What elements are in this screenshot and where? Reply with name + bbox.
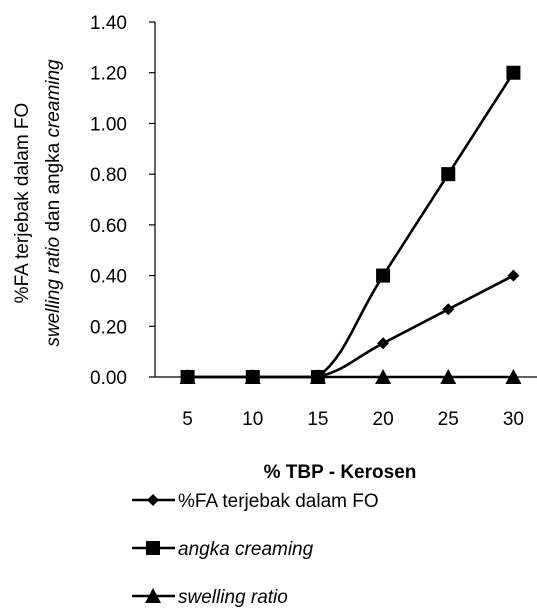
- data-point-diamond: [507, 269, 520, 282]
- legend-item: swelling ratio: [132, 587, 288, 608]
- data-point-diamond: [311, 371, 324, 383]
- data-point-square: [376, 268, 391, 283]
- data-point-diamond: [181, 371, 194, 383]
- data-point-triangle: [440, 369, 457, 384]
- x-tick-label: 10: [242, 409, 263, 430]
- x-axis-title: % TBP - Kerosen: [264, 462, 417, 483]
- legend-item: %FA terjebak dalam FO: [132, 491, 379, 512]
- y-tick-label: 0.40: [90, 267, 127, 288]
- y-axis-title-creaming: creaming: [43, 59, 64, 138]
- y-tick-label: 1.40: [90, 13, 127, 34]
- y-axis-title-line1: %FA terjebak dalam FO: [12, 103, 33, 304]
- series-line: [187, 274, 515, 379]
- y-tick-label: 0.60: [90, 216, 127, 237]
- x-tick-label: 25: [438, 409, 459, 430]
- legend-item: angka creaming: [132, 539, 314, 560]
- x-tick-label: 20: [373, 409, 394, 430]
- data-point-diamond: [442, 303, 455, 316]
- data-point-square: [441, 167, 456, 182]
- y-tick-label: 0.00: [90, 368, 127, 389]
- data-point-diamond: [246, 371, 259, 383]
- x-tick-label: 15: [307, 409, 328, 430]
- series-lines: [187, 72, 515, 379]
- legend-marker-square: [146, 541, 160, 555]
- y-axis-title-dan: dan angka: [43, 138, 64, 237]
- legend-marker-triangle: [145, 588, 161, 603]
- data-point-diamond: [377, 337, 390, 350]
- tick-labels: 0.00 0.20 0.40 0.60 0.80 1.00 1.20 1.40 5 10 15 20 2…: [90, 13, 524, 430]
- x-tick-label: 5: [182, 409, 193, 430]
- data-point-triangle: [375, 369, 392, 384]
- series-line: [187, 72, 515, 379]
- legend-label: angka creaming: [178, 539, 314, 560]
- data-point-triangle: [505, 369, 522, 384]
- legend-marker-diamond: [147, 494, 159, 506]
- series-markers: [179, 65, 522, 384]
- y-tick-label: 0.20: [90, 317, 127, 338]
- y-tick-label: 0.80: [90, 165, 127, 186]
- y-axis-title-swelling: swelling ratio: [43, 237, 64, 347]
- y-axis-title-line2: swelling ratio dan angka creaming: [43, 59, 64, 347]
- legend-label: swelling ratio: [178, 587, 288, 608]
- x-tick-label: 30: [503, 409, 524, 430]
- y-tick-label: 1.20: [90, 64, 127, 85]
- y-tick-label: 1.00: [90, 114, 127, 135]
- data-point-square: [506, 65, 521, 80]
- legend: %FA terjebak dalam FO angka creaming swell…: [132, 491, 379, 608]
- axes: [149, 21, 537, 378]
- legend-label: %FA terjebak dalam FO: [178, 491, 379, 512]
